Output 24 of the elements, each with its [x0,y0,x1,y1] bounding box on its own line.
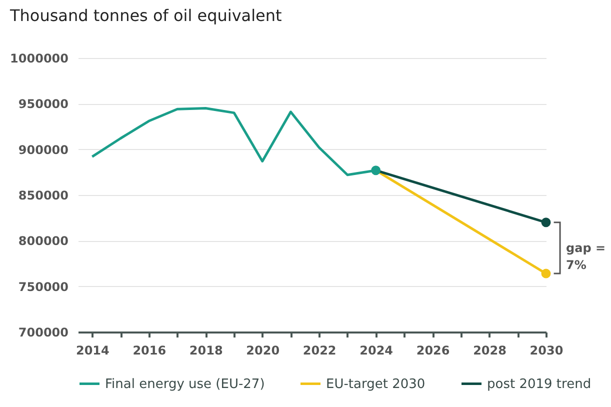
x-tick-label: 2022 [302,344,336,358]
x-tick-label: 2014 [76,344,110,358]
text: gap = 7% [566,240,606,272]
y-tick-label: 800000 [18,234,68,248]
x-tick-label: 2028 [473,344,506,358]
x-tick-label: 2030 [530,344,564,358]
x-tick-label: 2024 [360,344,394,358]
x-tick-label: 2016 [132,344,166,358]
point [371,166,381,176]
y-tick-label: 1000000 [10,52,68,66]
legend-label: Final energy use (EU-27) [105,376,265,392]
x-tick-label: 2018 [189,344,223,358]
point [541,218,551,228]
y-tick-label: 850000 [18,188,68,202]
chart-title: Thousand tonnes of oil equivalent [9,6,282,25]
y-tick-label: 900000 [18,142,68,157]
legend-label: EU-target 2030 [326,376,426,392]
x-tick-label: 2020 [246,344,280,358]
y-tick-label: 750000 [18,280,68,294]
legend-label: post 2019 trend [487,376,592,392]
y-tick-label: 950000 [18,97,68,112]
point [541,268,551,278]
y-tick-label: 700000 [18,326,68,340]
x-tick-label: 2026 [416,344,450,358]
